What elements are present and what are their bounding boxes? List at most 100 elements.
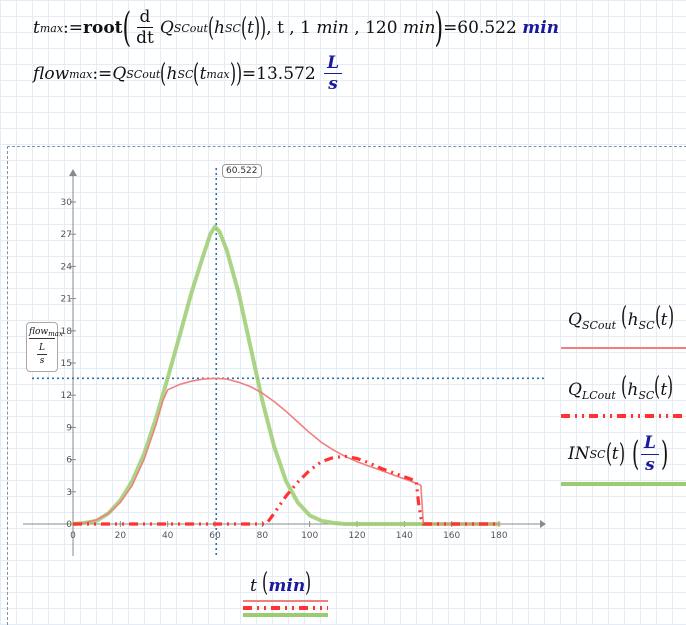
paren: ( — [631, 434, 639, 475]
legend-h: h — [627, 380, 639, 400]
legend-q: IN — [568, 444, 590, 465]
d-num: d — [136, 7, 154, 29]
legend-lines — [243, 347, 686, 617]
legend-q: Q — [568, 380, 582, 400]
h-var: h — [166, 64, 178, 84]
t-var: t — [247, 18, 254, 38]
vertical-marker-label[interactable]: 60.522 — [222, 164, 262, 178]
open-paren: ( — [122, 5, 131, 51]
plot-region[interactable] — [7, 146, 686, 625]
unit-min: min — [402, 18, 436, 38]
paren: ( — [654, 372, 661, 402]
paren: ) — [260, 13, 267, 43]
ylabel-unit-den: s — [39, 356, 45, 366]
y-axis-arrow — [69, 169, 77, 176]
legend-sub: SC — [589, 447, 606, 461]
y-tick-label: 21 — [61, 295, 72, 305]
y-tick-label: 3 — [66, 488, 72, 498]
args-tail: , t , 1 — [266, 18, 317, 38]
flowmax-equation[interactable]: flow max := Q SCout (h SC(t max)) =13.572 L … — [33, 52, 345, 96]
legend-t: t — [660, 310, 668, 330]
xlabel-var: t — [250, 576, 257, 596]
paren: ( — [621, 302, 628, 332]
legend-t: t — [660, 380, 668, 400]
unit-den: s — [645, 454, 655, 475]
q-var: Q — [159, 18, 174, 38]
legend-hsub: SC — [638, 319, 655, 332]
ylabel-unit-num: L — [39, 343, 45, 353]
tmax-equation[interactable]: t max := root ( d dt Q SCout (h SC(t)) , t … — [33, 4, 559, 52]
series-line-2 — [71, 224, 501, 526]
assign-op: := — [63, 18, 84, 38]
x-tick-label: 60 — [209, 531, 221, 541]
series-line-1 — [73, 454, 499, 526]
args-sep: , 120 — [348, 18, 403, 38]
q-sub: SCout — [173, 21, 208, 35]
flowmax-unit: L s — [324, 53, 343, 95]
y-tick-label: 15 — [61, 359, 72, 369]
y-tick-label: 30 — [61, 198, 73, 208]
axes: 0 20 40 60 80 100 120 140 160 180 0 3 6 9 12 15 18 21 24 27… — [23, 169, 546, 556]
legend-h: h — [627, 310, 639, 330]
paren: ( — [654, 302, 661, 332]
series-group — [71, 224, 501, 526]
x-tick-label: 160 — [443, 531, 460, 541]
y-tick-label: 12 — [61, 391, 72, 401]
y-tick-label: 27 — [61, 230, 72, 240]
paren: ) — [305, 568, 312, 598]
unit-num: L — [640, 433, 659, 455]
y-tick-label: 0 — [66, 520, 72, 530]
root-func: root — [83, 18, 123, 38]
h-sub: SC — [225, 21, 241, 35]
paren: ) — [235, 59, 242, 89]
paren: ( — [262, 568, 269, 598]
y-tick-label: 18 — [61, 327, 73, 337]
y-axis-label[interactable]: flowmax L s — [26, 322, 63, 372]
close-paren: ) — [434, 5, 444, 51]
legend-t: t — [611, 444, 619, 465]
assign-op: := — [92, 64, 113, 84]
y-tick-label: 6 — [66, 456, 72, 466]
x-tick-label: 120 — [348, 531, 365, 541]
legend-sub: LCout — [581, 389, 616, 402]
paren: ( — [621, 372, 628, 402]
x-tick-label: 80 — [257, 531, 269, 541]
q-var: Q — [112, 64, 127, 84]
xlabel-unit: min — [268, 576, 306, 596]
unit-min: min — [316, 18, 349, 38]
paren: ( — [193, 59, 200, 89]
t-sub: max — [206, 67, 230, 81]
tmax-result-unit: min — [522, 18, 560, 38]
tmax-result: =60.522 — [443, 18, 523, 38]
unit-den: s — [328, 74, 338, 95]
unit-num: L — [324, 53, 343, 75]
paren: ) — [618, 439, 625, 470]
q-sub: SCout — [126, 67, 161, 81]
x-tick-label: 100 — [301, 531, 318, 541]
x-tick-label: 0 — [70, 531, 76, 541]
ylabel-unit-line — [37, 354, 47, 355]
x-axis-label[interactable]: t (min) — [250, 570, 311, 596]
paren: ) — [229, 59, 236, 89]
flowmax-sub: max — [69, 67, 93, 81]
x-axis-arrow — [540, 520, 546, 528]
h-sub: SC — [177, 67, 194, 81]
paren: ( — [240, 13, 248, 43]
x-tick-label: 140 — [396, 531, 413, 541]
x-tick-label: 40 — [162, 531, 174, 541]
paren: ( — [160, 59, 167, 89]
y-tick-label: 24 — [61, 262, 73, 272]
t-var: t — [199, 64, 207, 84]
legend-hsub: SC — [638, 389, 655, 402]
flowmax-result: =13.572 — [241, 64, 322, 84]
paren: ( — [207, 13, 215, 43]
paren: ) — [660, 434, 669, 475]
derivative: d dt — [133, 7, 157, 49]
paren: ) — [667, 372, 674, 402]
h-var: h — [214, 18, 225, 38]
y-tick-label: 9 — [66, 423, 72, 433]
tmax-var: t — [33, 18, 40, 38]
paren: ) — [667, 302, 674, 332]
series-line-0 — [72, 377, 500, 525]
